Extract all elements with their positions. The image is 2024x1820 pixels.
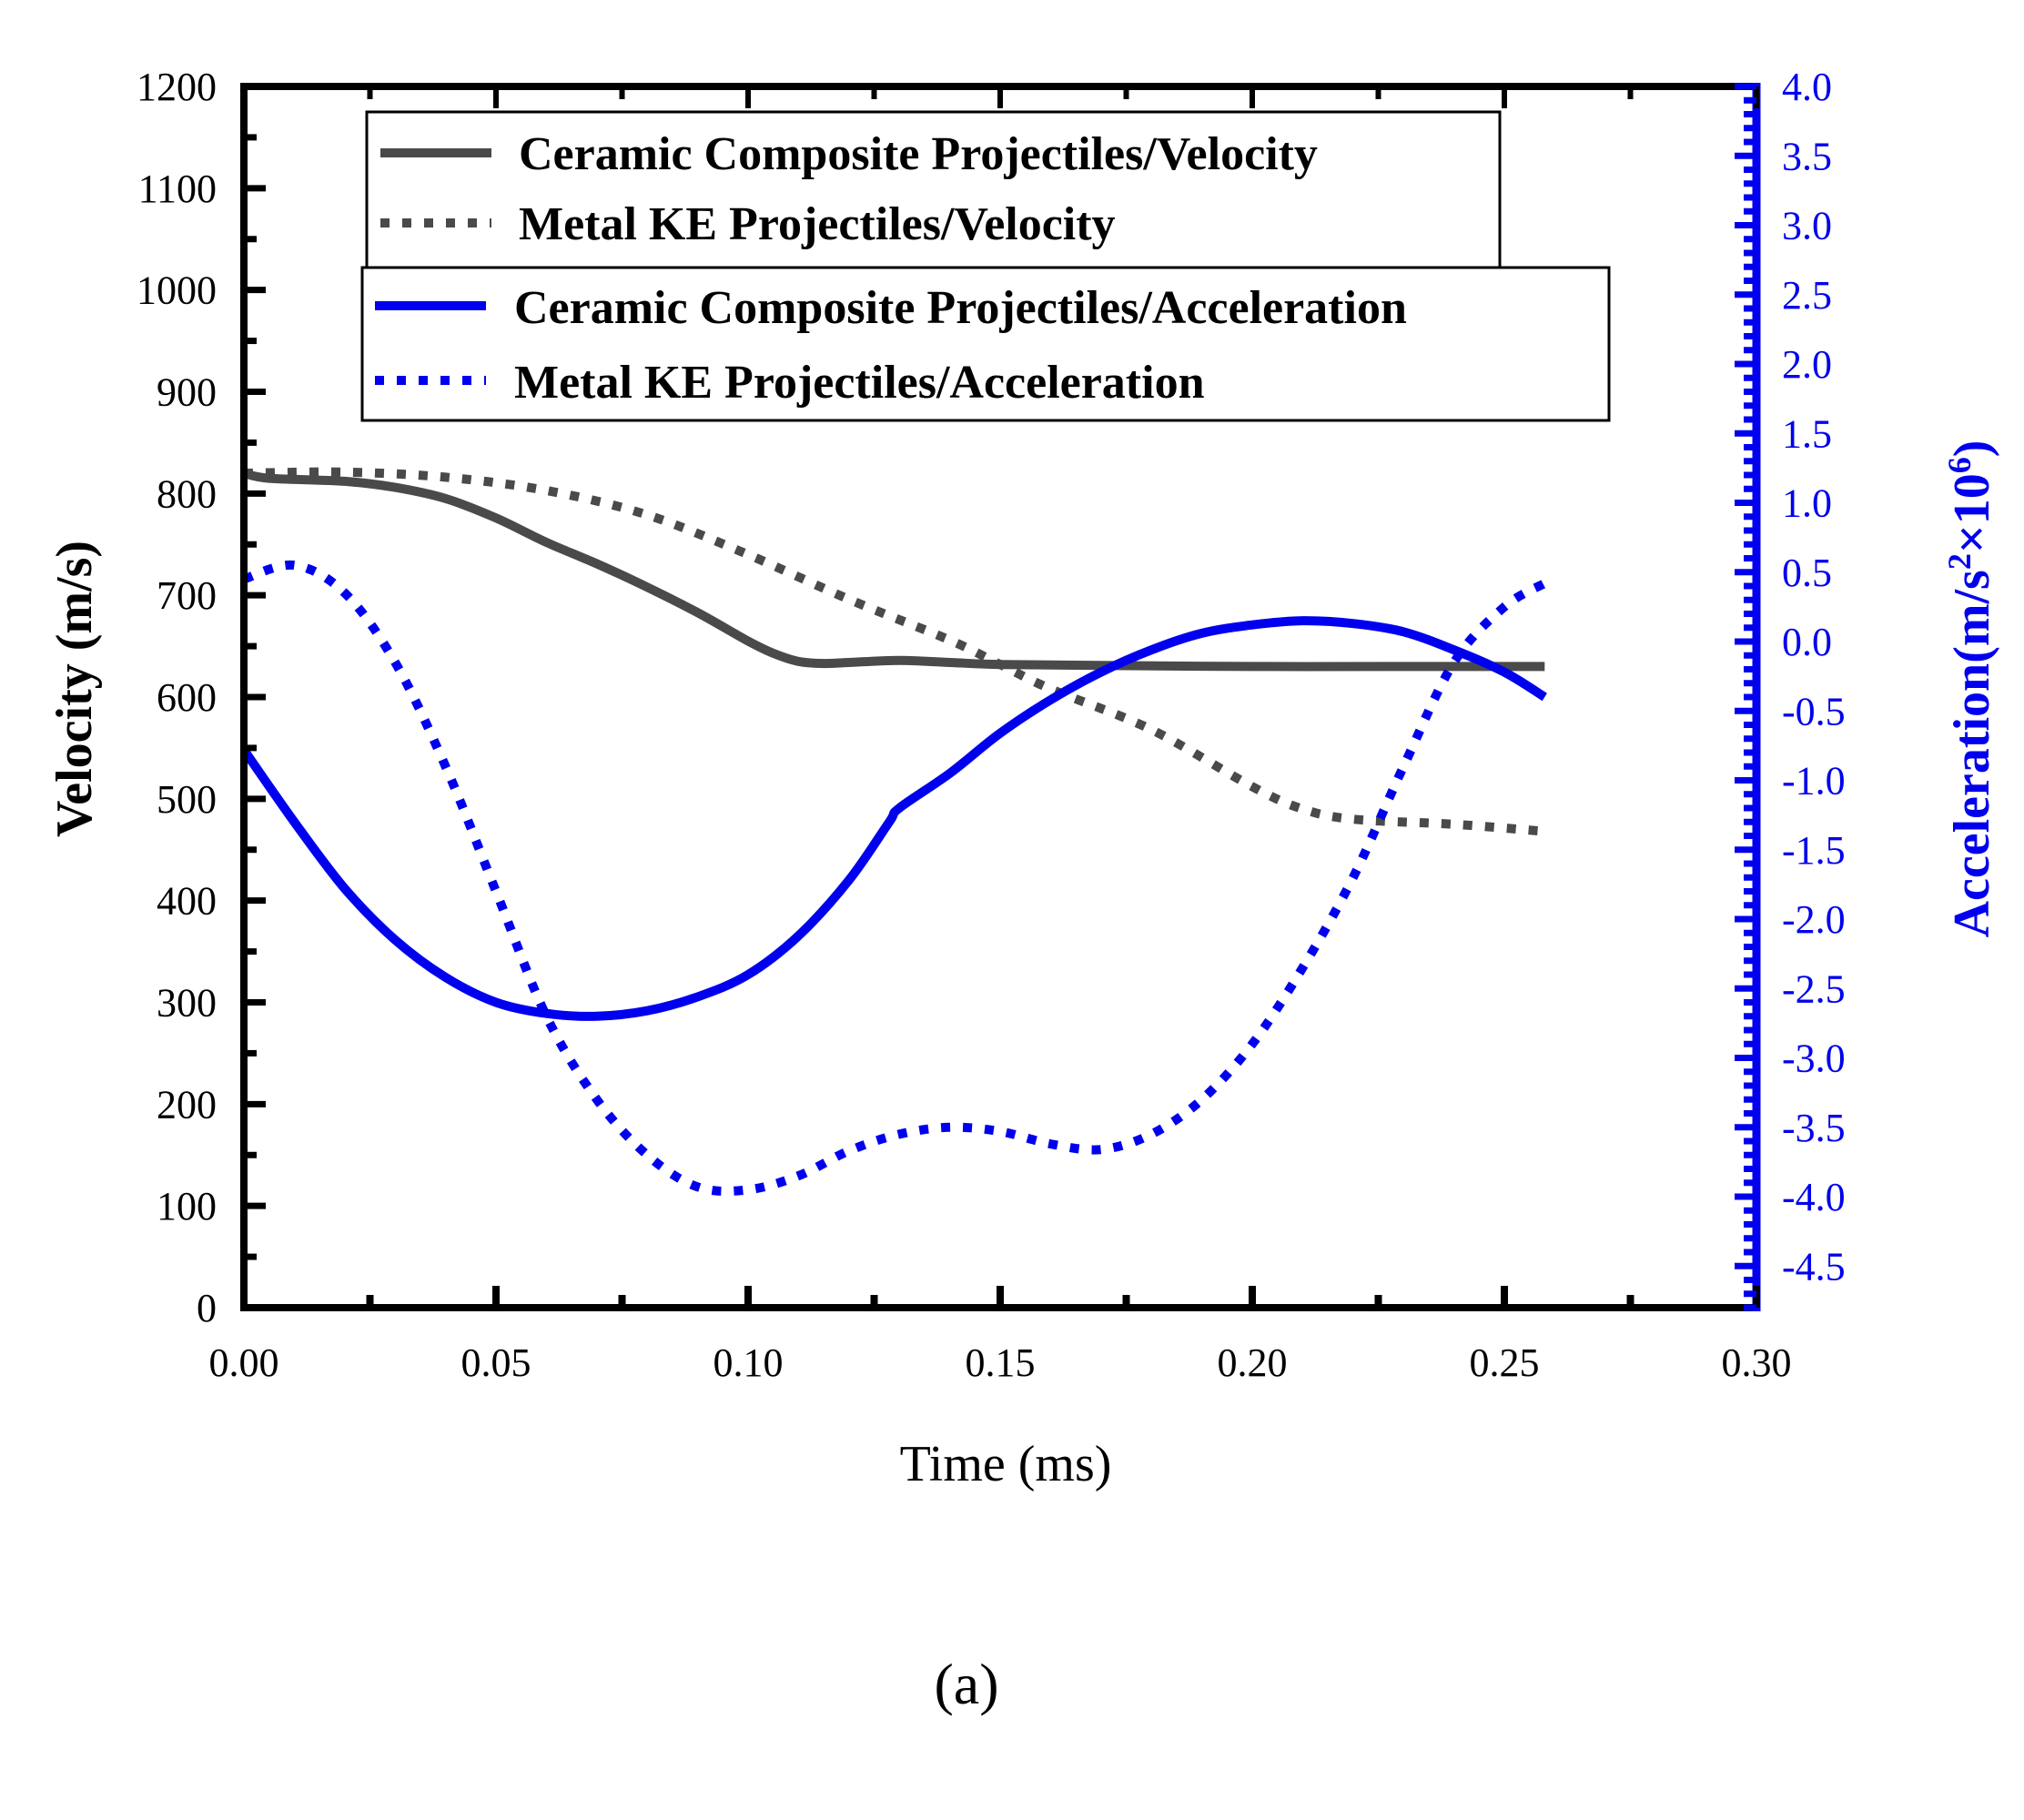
y-tick-label: 0 — [197, 1286, 217, 1330]
x-tick-label: 0.25 — [1470, 1340, 1540, 1385]
y2-tick-label: -4.0 — [1782, 1175, 1846, 1219]
y2-tick-label: -3.0 — [1782, 1036, 1846, 1081]
series-ceramic-acceleration — [239, 616, 1547, 1021]
y-tick-label: 500 — [157, 777, 217, 822]
y-tick-label: 1000 — [137, 268, 217, 313]
series-metal-acceleration — [242, 560, 1547, 1196]
y2-tick-label: 3.0 — [1782, 204, 1832, 248]
y2-tick-label: -1.5 — [1782, 828, 1846, 873]
figure-caption: (a) — [934, 1652, 998, 1716]
y2-title-sup2: 6 — [1941, 457, 1978, 473]
y2-title-mid: ×10 — [1944, 473, 2000, 553]
y-tick-label: 600 — [157, 675, 217, 720]
y2-tick-label: -4.5 — [1782, 1244, 1846, 1289]
legend-velocity: Ceramic Composite Projectiles/Velocity M… — [365, 110, 1502, 270]
x-tick-label: 0.05 — [461, 1340, 531, 1385]
labels-layer: 0.00 0.05 0.10 0.15 0.20 0.25 0.30 0 100 200 300 40… — [137, 65, 1846, 1385]
y2-tick-label: 3.5 — [1782, 134, 1832, 178]
y2-title-sup1: 2 — [1941, 553, 1978, 570]
y-axis-title: Velocity (m/s) — [46, 541, 103, 837]
x-tick-label: 0.20 — [1218, 1340, 1288, 1385]
ticks-layer — [240, 83, 1760, 1311]
series-ceramic-velocity — [242, 469, 1545, 672]
y2-tick-label: -3.5 — [1782, 1106, 1846, 1150]
y2-title-prefix: Acceleration(m/s — [1944, 570, 2000, 937]
y-tick-label: 800 — [157, 471, 217, 516]
y2-tick-label: 0.0 — [1782, 620, 1832, 664]
y2-tick-label: -2.5 — [1782, 966, 1846, 1011]
x-tick-label: 0.30 — [1722, 1340, 1792, 1385]
y2-tick-label: 1.5 — [1782, 411, 1832, 456]
y2-tick-label: -1.0 — [1782, 759, 1846, 804]
y-tick-label: 100 — [157, 1184, 217, 1228]
y2-tick-label: -0.5 — [1782, 689, 1846, 733]
y2-tick-label: -2.0 — [1782, 897, 1846, 942]
y2-tick-label: 4.0 — [1782, 65, 1832, 109]
legend-acceleration: Ceramic Composite Projectiles/Accelerati… — [360, 266, 1611, 422]
y-tick-label: 300 — [157, 981, 217, 1026]
y2-tick-label: 2.0 — [1782, 342, 1832, 387]
legend-velocity-box — [365, 110, 1502, 270]
y-tick-label: 200 — [157, 1082, 217, 1127]
y2-tick-label: 1.0 — [1782, 481, 1832, 526]
y2-tick-label: 2.5 — [1782, 273, 1832, 318]
y-tick-label: 1200 — [137, 65, 217, 109]
y2-tick-label: 0.5 — [1782, 551, 1832, 595]
legend-acceleration-box — [360, 266, 1611, 422]
y2-title-suffix: ) — [1944, 440, 2000, 458]
y2-axis-title: Acceleration(m/s2×106) — [1941, 440, 2000, 938]
y-tick-label: 900 — [157, 370, 217, 415]
legend-label-ceramic-velocity: Ceramic Composite Projectiles/Velocity — [519, 128, 1318, 180]
x-tick-label: 0.10 — [713, 1340, 784, 1385]
x-axis-title: Time (ms) — [900, 1436, 1112, 1492]
y-tick-label: 700 — [157, 573, 217, 618]
series-layer — [239, 467, 1547, 1196]
legend-label-metal-acceleration: Metal KE Projectiles/Acceleration — [514, 357, 1205, 409]
y-tick-label: 1100 — [138, 167, 217, 211]
legend-label-ceramic-acceleration: Ceramic Composite Projectiles/Accelerati… — [514, 282, 1407, 334]
legend-label-metal-velocity: Metal KE Projectiles/Velocity — [519, 198, 1116, 250]
x-tick-label: 0.00 — [209, 1340, 279, 1385]
y-tick-label: 400 — [157, 879, 217, 924]
x-tick-label: 0.15 — [966, 1340, 1036, 1385]
